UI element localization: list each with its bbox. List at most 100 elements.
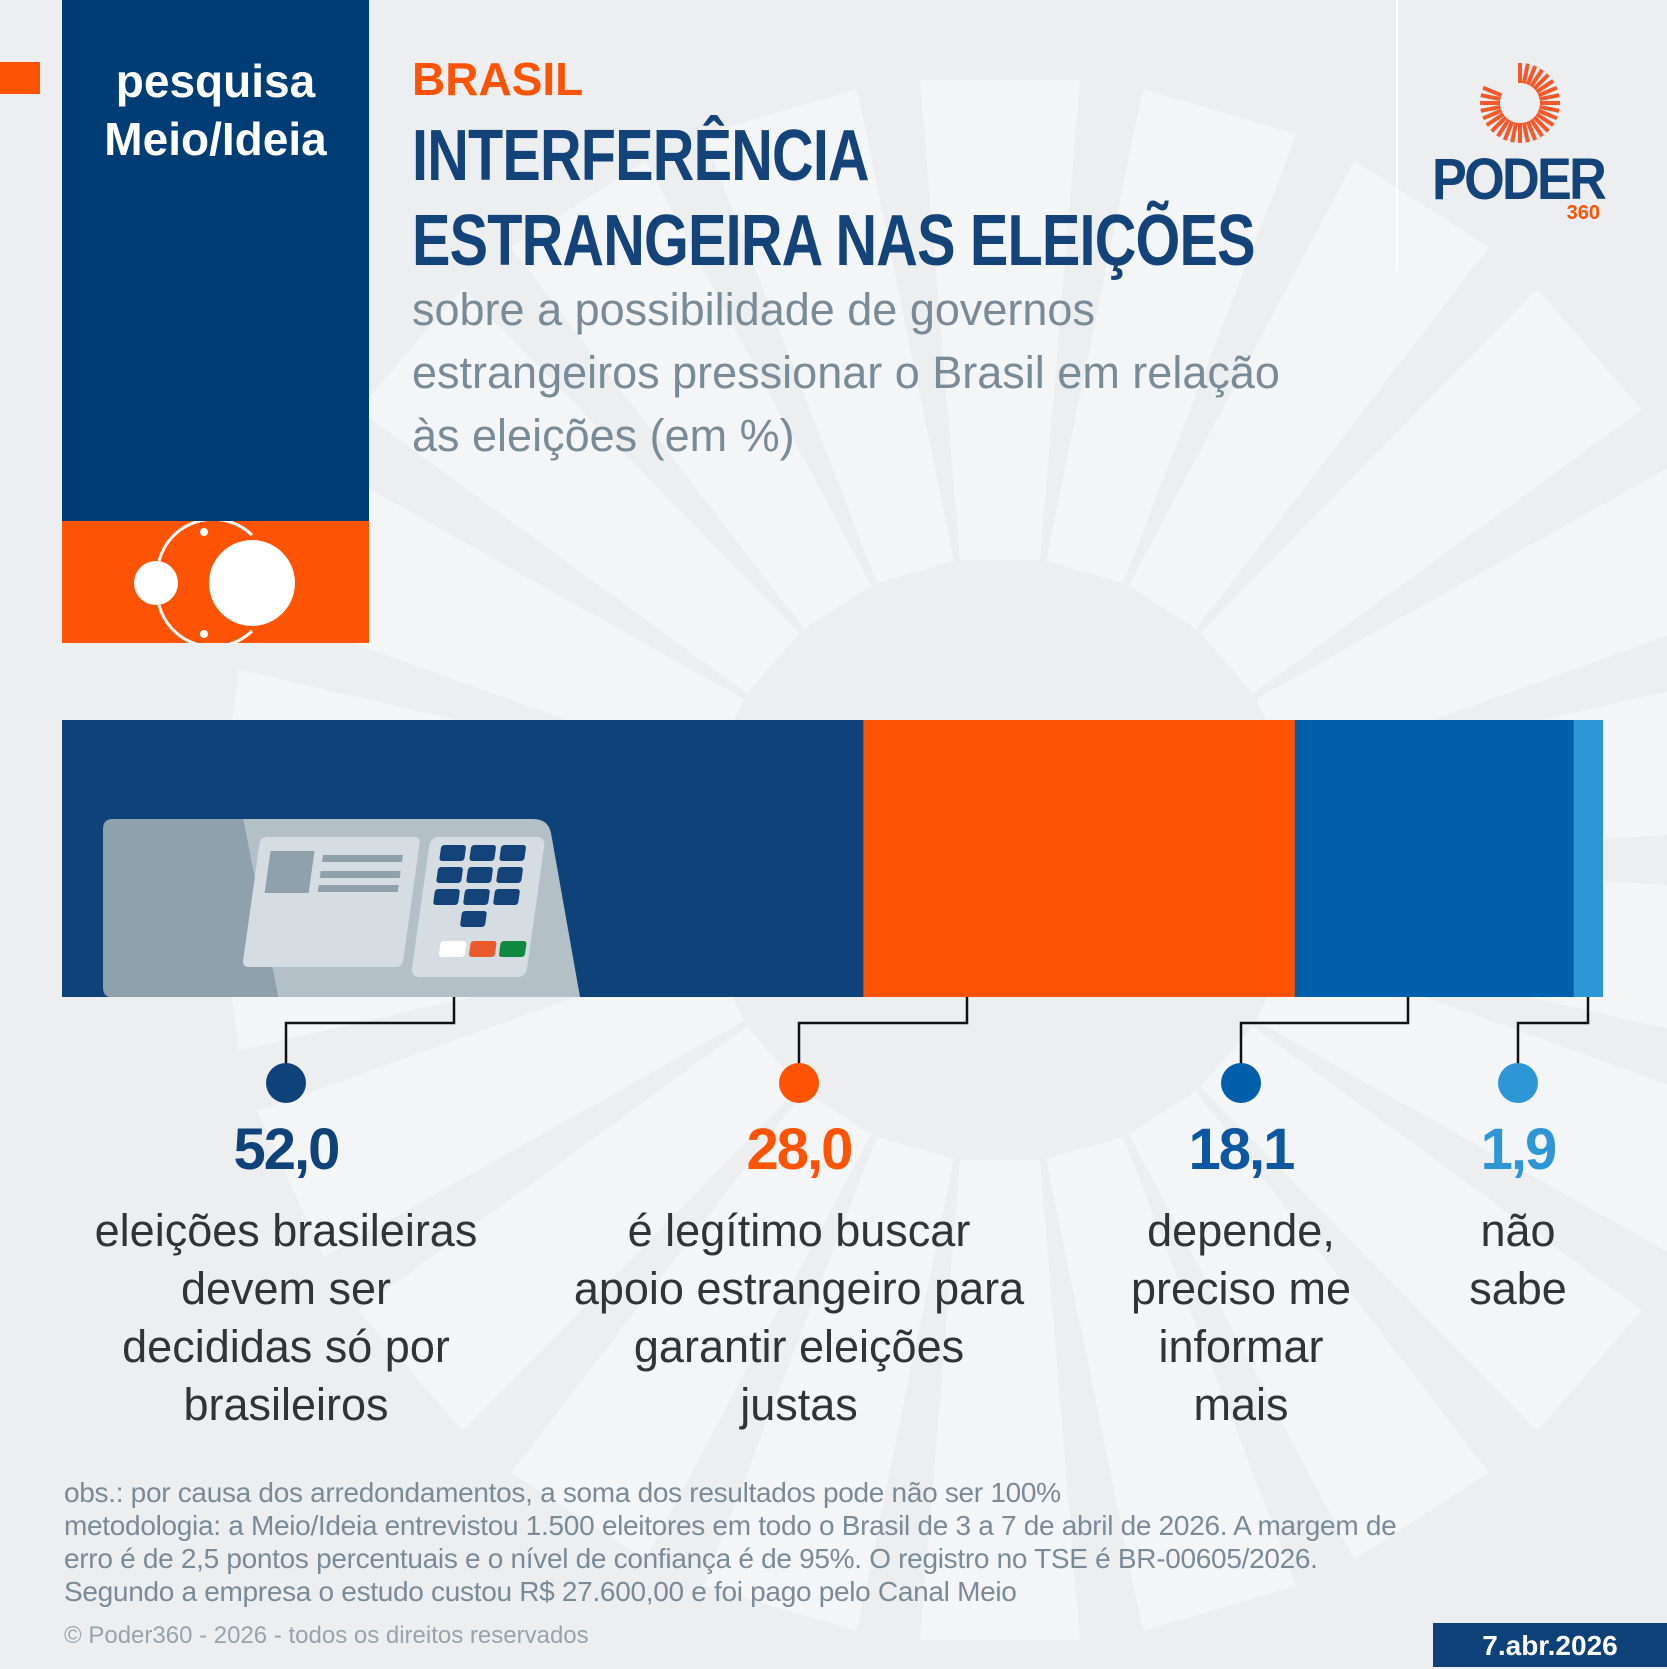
category-label-line: justas: [740, 1379, 858, 1430]
footnote-line: obs.: por causa dos arredondamentos, a s…: [64, 1477, 1061, 1508]
meio-ideia-logo-icon: [134, 517, 295, 649]
sun-ray: [1537, 108, 1558, 121]
key: [466, 867, 493, 883]
sun-ray: [1482, 85, 1503, 98]
footnote-line: erro é de 2,5 pontos percentuais e o nív…: [64, 1543, 1318, 1574]
footnote-line: Segundo a empresa o estudo custou R$ 27.…: [64, 1576, 1017, 1607]
value-label: 28,0: [746, 1117, 854, 1182]
ray: [1128, 160, 1490, 630]
connector-dot: [1221, 1063, 1261, 1103]
title-line: ESTRANGEIRA NAS ELEIÇÕES: [412, 201, 1256, 281]
sun-ray: [1525, 120, 1538, 141]
category-label: é legítimo buscar apoio estrangeiro para g…: [549, 1202, 1049, 1434]
sun-icon: [1480, 63, 1560, 143]
category-label-line: brasileiros: [183, 1379, 389, 1430]
voting-machine-icon: [103, 819, 580, 997]
title-line: INTERFERÊNCIA: [412, 116, 870, 196]
ray: [703, 1136, 954, 1631]
divider: [1396, 0, 1398, 271]
category-label: eleições brasileiras devem ser decididas s…: [46, 1202, 526, 1434]
key: [493, 889, 520, 905]
ray: [703, 89, 954, 584]
sun-ray: [1525, 65, 1538, 86]
ray: [920, 1160, 1080, 1640]
category-label-line: apoio estrangeiro para: [573, 1263, 1025, 1314]
ray: [358, 1026, 800, 1432]
connector-line: [797, 997, 969, 1067]
sun-ray: [1521, 63, 1530, 84]
category-label-line: informar: [1158, 1321, 1324, 1372]
category-label-line: não: [1480, 1205, 1556, 1256]
ray: [1046, 1136, 1297, 1631]
key: [463, 889, 490, 905]
ray: [1200, 288, 1642, 694]
sun-ray: [1490, 115, 1508, 133]
series-line: Meio/Ideia: [104, 113, 327, 165]
ray: [1200, 1026, 1642, 1432]
bar-segment: [1573, 720, 1603, 997]
ray: [510, 1090, 872, 1560]
sun-ray: [1535, 79, 1555, 94]
connector-line: [284, 997, 456, 1067]
sun-ray: [1535, 112, 1555, 127]
sun-ray: [1532, 115, 1550, 133]
sun-ray: [1537, 85, 1558, 98]
ray: [257, 463, 744, 772]
sun-ray: [1480, 104, 1501, 113]
series-panel: [62, 0, 369, 521]
category-label-line: decididas só por: [122, 1321, 450, 1372]
subtitle-line: estrangeiros pressionar o Brasil em rela…: [412, 347, 1280, 398]
ray: [510, 160, 872, 630]
subtitle-line: sobre a possibilidade de governos: [412, 284, 1095, 335]
sun-ray: [1502, 120, 1515, 141]
category-label-line: devem ser: [180, 1263, 392, 1314]
key: [439, 845, 466, 861]
ray: [1256, 463, 1667, 772]
value-label: 18,1: [1188, 1117, 1296, 1182]
date-badge: 7.abr.2026: [1433, 1623, 1667, 1667]
category-label-line: sabe: [1469, 1263, 1567, 1314]
sun-ray: [1539, 104, 1560, 113]
category-label-line: preciso me: [1130, 1263, 1352, 1314]
series-logo-panel: [62, 517, 369, 649]
connectors: [266, 997, 1590, 1103]
key: [496, 867, 523, 883]
key: [433, 889, 460, 905]
sun-ray: [1485, 112, 1505, 127]
category-label-line: eleições brasileiras: [94, 1205, 478, 1256]
series-tag: pesquisa Meio/Ideia: [62, 52, 369, 168]
ray: [1046, 89, 1297, 584]
category-label-line: é legítimo buscar: [627, 1205, 971, 1256]
value-label: 52,0: [233, 1117, 341, 1182]
ray: [920, 80, 1080, 560]
copyright: © Poder360 - 2026 - todos os direitos re…: [64, 1622, 589, 1649]
sun-ray: [1539, 93, 1560, 102]
category-label-line: depende,: [1147, 1205, 1335, 1256]
accent-tick: [0, 62, 40, 94]
key: [499, 845, 526, 861]
key: [469, 845, 496, 861]
logo-sub: 360: [1566, 202, 1600, 224]
sun-ray: [1529, 68, 1544, 88]
category-label: não sabe: [1408, 1202, 1628, 1318]
footnote-line: metodologia: a Meio/Ideia entrevistou 1.…: [64, 1510, 1397, 1541]
section-label: BRASIL: [412, 53, 584, 105]
category-label-line: garantir eleições: [633, 1321, 965, 1372]
connector-dot: [1498, 1063, 1538, 1103]
sun-ray: [1482, 108, 1503, 121]
series-line: pesquisa: [115, 55, 316, 107]
sun-ray: [1521, 122, 1530, 143]
connector-dot: [266, 1063, 306, 1103]
ray: [1256, 948, 1667, 1257]
poder360-logo: PODER 360: [1430, 58, 1610, 228]
connector-dot: [779, 1063, 819, 1103]
ray: [1128, 1090, 1490, 1560]
connector-line: [1516, 997, 1590, 1067]
value-label: 1,9: [1480, 1117, 1558, 1182]
sun-ray: [1532, 73, 1550, 91]
sun-ray: [1480, 93, 1501, 102]
bar-segment: [863, 720, 1296, 997]
sun-ray: [1496, 118, 1511, 138]
subtitle-line: às eleições (em %): [412, 410, 795, 461]
connector-line: [1239, 997, 1410, 1067]
